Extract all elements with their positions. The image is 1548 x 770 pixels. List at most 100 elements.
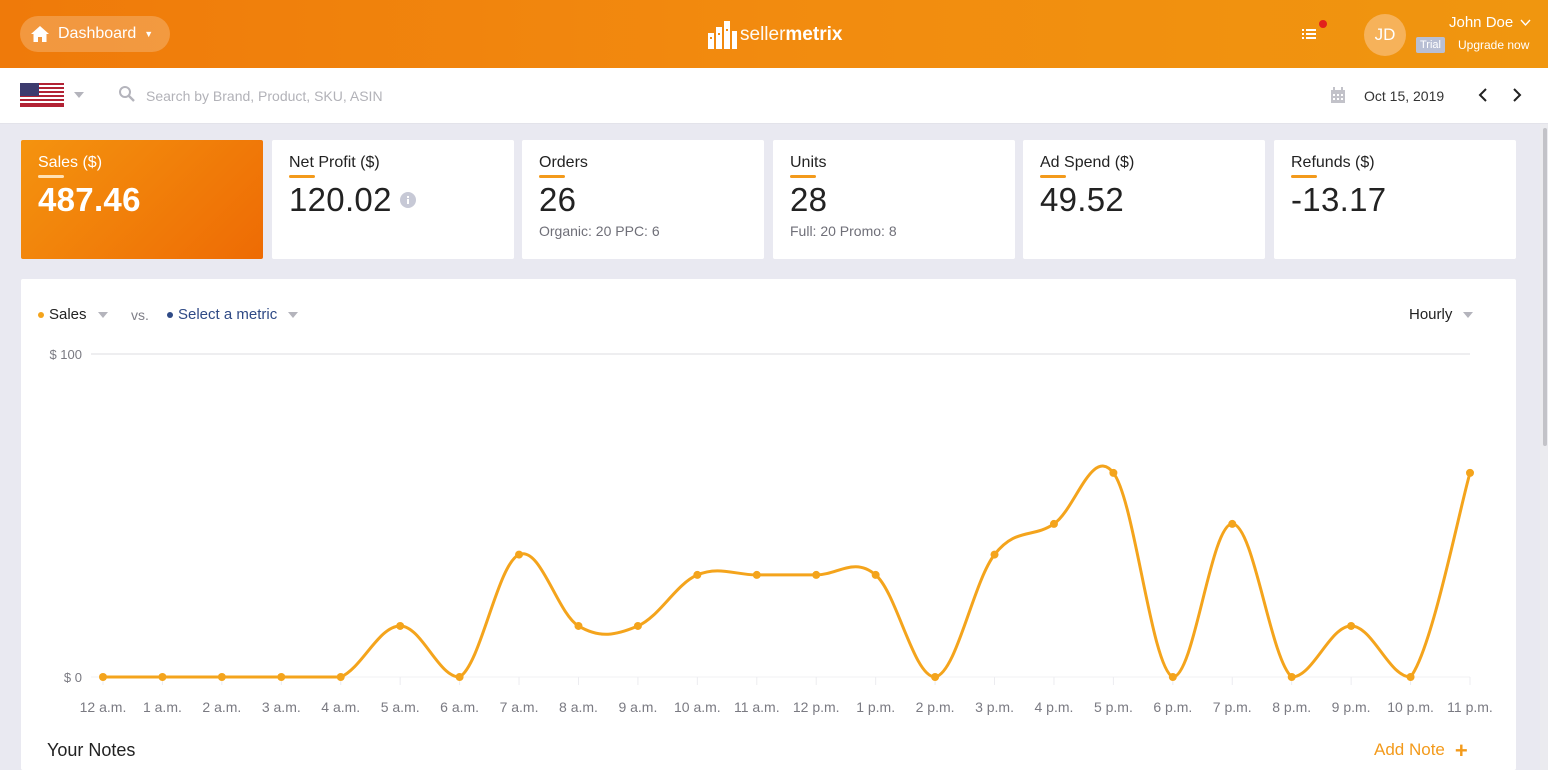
y-tick-label: $ 100	[49, 347, 82, 362]
info-icon[interactable]	[399, 192, 416, 208]
secondary-metric-label: Select a metric	[178, 306, 278, 323]
metric-breakdown: Organic: 20 PPC: 6	[539, 223, 660, 239]
primary-metric-select[interactable]: Sales	[38, 306, 108, 323]
sales-data-point	[515, 550, 524, 559]
x-tick-label: 12 p.m.	[793, 699, 840, 715]
label-underline	[790, 175, 816, 178]
metric-value: 487.46	[38, 181, 141, 218]
x-tick-label: 11 p.m.	[1447, 699, 1493, 715]
label-underline	[1040, 175, 1066, 178]
caret-down-icon[interactable]	[74, 92, 84, 98]
x-tick-label: 6 p.m.	[1153, 699, 1192, 715]
scrollbar-track[interactable]	[1540, 124, 1548, 770]
x-tick-label: 10 p.m.	[1387, 699, 1434, 715]
chevron-left-icon[interactable]	[1476, 87, 1490, 103]
sales-data-point	[1347, 621, 1356, 630]
user-menu[interactable]: John Doe	[1449, 14, 1531, 31]
sales-data-point	[693, 570, 702, 579]
x-tick-label: 9 a.m.	[618, 699, 657, 715]
interval-select[interactable]: Hourly	[1409, 306, 1474, 323]
x-tick-label: 3 p.m.	[975, 699, 1014, 715]
sales-legend-dot	[38, 311, 44, 318]
search-icon	[119, 86, 135, 102]
calendar-icon[interactable]	[1330, 87, 1346, 104]
metric-label: Ad Spend ($)	[1040, 154, 1134, 178]
sales-data-point	[1466, 468, 1474, 477]
add-note-button[interactable]: Add Note +	[1374, 737, 1468, 763]
x-tick-label: 5 p.m.	[1094, 699, 1133, 715]
label-underline	[539, 175, 565, 178]
top-header: Dashboard ▼ seller metrix JD John Doe Tri…	[0, 0, 1548, 68]
metric-card-net-profit[interactable]: Net Profit ($) 120.02	[272, 140, 514, 259]
sales-data-point	[812, 570, 821, 579]
label-underline	[1291, 175, 1317, 178]
user-name: John Doe	[1449, 14, 1514, 31]
logo-icon	[708, 21, 737, 49]
avatar[interactable]: JD	[1364, 14, 1406, 56]
search-input[interactable]	[146, 84, 646, 108]
sales-data-point	[574, 621, 583, 630]
x-tick-label: 6 a.m.	[440, 699, 479, 715]
metric-card-units[interactable]: Units 28 Full: 20 Promo: 8	[773, 140, 1015, 259]
sales-data-point	[633, 621, 642, 630]
metric-value: 120.02	[289, 181, 497, 219]
metric-value: 28	[790, 181, 828, 218]
filter-toolbar: Oct 15, 2019	[0, 68, 1548, 124]
x-tick-label: 5 a.m.	[381, 699, 420, 715]
metric-label: Units	[790, 154, 826, 178]
metric-card-refunds[interactable]: Refunds ($) -13.17	[1274, 140, 1516, 259]
home-icon	[31, 26, 49, 42]
metric-value: 49.52	[1040, 181, 1125, 218]
metric-card-sales[interactable]: Sales ($) 487.46	[21, 140, 263, 259]
selected-date[interactable]: Oct 15, 2019	[1364, 88, 1445, 104]
sales-data-point	[1406, 673, 1415, 681]
sales-data-point	[990, 550, 999, 559]
sales-data-point	[1049, 519, 1058, 528]
interval-label: Hourly	[1409, 306, 1453, 323]
metric-value: 26	[539, 181, 577, 218]
scrollbar-thumb[interactable]	[1543, 128, 1547, 446]
add-note-label: Add Note	[1374, 740, 1445, 759]
sales-data-point	[336, 673, 345, 681]
x-tick-label: 11 a.m.	[734, 699, 780, 715]
secondary-metric-select[interactable]: Select a metric	[167, 306, 299, 323]
secondary-legend-dot	[167, 311, 173, 318]
dashboard-menu-button[interactable]: Dashboard ▼	[20, 16, 170, 52]
metric-label: Net Profit ($)	[289, 154, 380, 178]
upgrade-link[interactable]: Upgrade now	[1458, 38, 1530, 52]
sales-data-point	[931, 673, 940, 681]
sales-data-point	[871, 570, 880, 579]
plus-icon: +	[1454, 737, 1468, 763]
notification-dot	[1319, 20, 1327, 28]
sales-data-point	[455, 673, 464, 681]
metric-value: -13.17	[1291, 181, 1387, 218]
x-tick-label: 9 p.m.	[1332, 699, 1371, 715]
metric-card-orders[interactable]: Orders 26 Organic: 20 PPC: 6	[522, 140, 764, 259]
x-tick-label: 2 a.m.	[202, 699, 241, 715]
caret-down-icon: ▼	[144, 29, 154, 39]
logo-text-light: seller	[740, 24, 786, 45]
x-tick-label: 1 p.m.	[856, 699, 895, 715]
sales-data-point	[1109, 468, 1118, 477]
x-tick-label: 12 a.m.	[80, 699, 127, 715]
x-tick-label: 10 a.m.	[674, 699, 721, 715]
primary-metric-label: Sales	[49, 306, 87, 323]
app-logo[interactable]: seller metrix	[706, 18, 842, 52]
metric-label: Orders	[539, 154, 588, 178]
x-tick-label: 2 p.m.	[916, 699, 955, 715]
sales-data-point	[277, 673, 286, 681]
task-list-icon[interactable]	[1300, 24, 1322, 44]
trial-badge: Trial	[1416, 37, 1445, 53]
x-tick-label: 8 p.m.	[1272, 699, 1311, 715]
metric-card-ad-spend[interactable]: Ad Spend ($) 49.52	[1023, 140, 1265, 259]
us-flag-icon[interactable]	[20, 83, 64, 107]
caret-down-icon	[97, 311, 108, 318]
x-tick-label: 4 p.m.	[1035, 699, 1074, 715]
x-tick-label: 1 a.m.	[143, 699, 182, 715]
y-tick-label: $ 0	[64, 670, 82, 685]
chevron-right-icon[interactable]	[1510, 87, 1524, 103]
logo-text-bold: metrix	[785, 24, 843, 45]
caret-down-icon	[288, 311, 299, 318]
metric-label: Refunds ($)	[1291, 154, 1375, 178]
sales-line-chart[interactable]: $ 100 $ 0 12 a.m. 1 a.m. 2 a.m. 3 a.m. 4 a.m. 5…	[21, 279, 1516, 729]
